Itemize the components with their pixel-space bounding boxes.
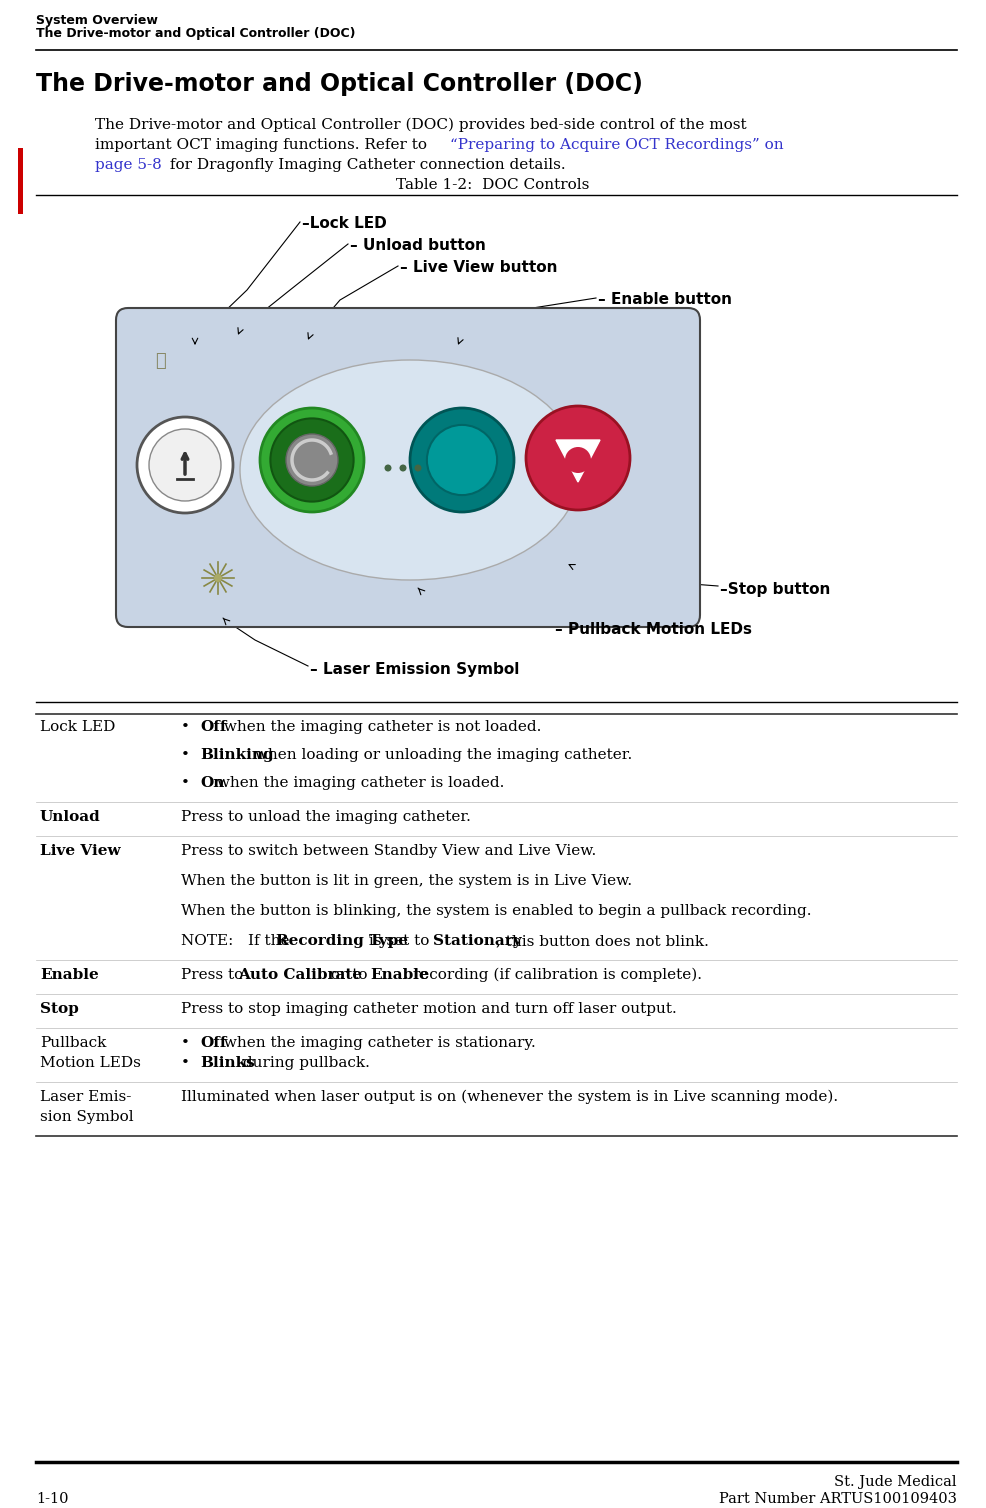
- Ellipse shape: [564, 446, 591, 474]
- Text: during pullback.: during pullback.: [238, 1056, 369, 1071]
- Text: Off: Off: [200, 1036, 226, 1050]
- Text: On: On: [200, 777, 224, 790]
- Text: 🔒: 🔒: [155, 351, 166, 369]
- Ellipse shape: [149, 428, 221, 501]
- Text: Press to stop imaging catheter motion and turn off laser output.: Press to stop imaging catheter motion an…: [180, 1001, 676, 1016]
- Text: –Stop button: –Stop button: [719, 582, 829, 597]
- Polygon shape: [555, 440, 599, 483]
- Text: Blinking: Blinking: [200, 748, 273, 762]
- Text: Live View: Live View: [284, 418, 336, 428]
- Text: – Enable button: – Enable button: [598, 293, 732, 308]
- Text: – Pullback Motion LEDs: – Pullback Motion LEDs: [554, 621, 751, 636]
- Text: Press to: Press to: [180, 968, 247, 982]
- Text: Auto Calibrate: Auto Calibrate: [238, 968, 362, 982]
- Text: or to: or to: [325, 968, 372, 982]
- Text: Illuminated when laser output is on (whenever the system is in Live scanning mod: Illuminated when laser output is on (whe…: [180, 1090, 837, 1104]
- Ellipse shape: [214, 575, 222, 582]
- Text: The Drive-motor and Optical Controller (DOC): The Drive-motor and Optical Controller (…: [35, 72, 642, 97]
- Text: Off: Off: [200, 719, 226, 734]
- Text: Lock LED: Lock LED: [40, 719, 115, 734]
- Text: •: •: [180, 719, 199, 734]
- Text: The Drive-motor and Optical Controller (DOC) provides bed-side control of the mo: The Drive-motor and Optical Controller (…: [95, 118, 745, 133]
- Text: •: •: [180, 1036, 199, 1050]
- Ellipse shape: [427, 425, 497, 495]
- Text: NOTE:   If the: NOTE: If the: [180, 933, 294, 949]
- Ellipse shape: [240, 360, 580, 581]
- Text: for Dragonfly Imaging Catheter connection details.: for Dragonfly Imaging Catheter connectio…: [165, 158, 565, 172]
- Text: Blinks: Blinks: [200, 1056, 254, 1071]
- Ellipse shape: [526, 406, 629, 510]
- Text: when the imaging catheter is not loaded.: when the imaging catheter is not loaded.: [219, 719, 540, 734]
- Text: 1-10: 1-10: [35, 1491, 68, 1506]
- Text: •: •: [180, 1056, 199, 1071]
- Text: Press to switch between Standby View and Live View.: Press to switch between Standby View and…: [180, 844, 596, 858]
- Text: •: •: [180, 748, 199, 762]
- Text: Recording Type: Recording Type: [275, 933, 407, 949]
- Text: Pullback: Pullback: [40, 1036, 106, 1050]
- Text: recording (if calibration is complete).: recording (if calibration is complete).: [407, 968, 701, 982]
- Text: , this button does not blink.: , this button does not blink.: [496, 933, 708, 949]
- Ellipse shape: [137, 418, 233, 513]
- Ellipse shape: [414, 464, 421, 472]
- Text: Stationary: Stationary: [433, 933, 521, 949]
- Text: when the imaging catheter is loaded.: when the imaging catheter is loaded.: [212, 777, 505, 790]
- Ellipse shape: [399, 464, 406, 472]
- Text: –Lock LED: –Lock LED: [302, 216, 387, 231]
- Text: Enable: Enable: [442, 415, 479, 425]
- Ellipse shape: [259, 409, 364, 513]
- Text: “Preparing to Acquire OCT Recordings” on: “Preparing to Acquire OCT Recordings” on: [450, 139, 783, 152]
- Text: Unload: Unload: [40, 810, 101, 823]
- Text: is set to: is set to: [363, 933, 434, 949]
- Text: when the imaging catheter is stationary.: when the imaging catheter is stationary.: [219, 1036, 535, 1050]
- Text: When the button is blinking, the system is enabled to begin a pullback recording: When the button is blinking, the system …: [180, 903, 810, 918]
- Text: Press to unload the imaging catheter.: Press to unload the imaging catheter.: [180, 810, 470, 823]
- Text: – Live View button: – Live View button: [399, 259, 557, 274]
- Text: •: •: [180, 777, 199, 790]
- Text: when loading or unloading the imaging catheter.: when loading or unloading the imaging ca…: [250, 748, 632, 762]
- Text: The Drive-motor and Optical Controller (DOC): The Drive-motor and Optical Controller (…: [35, 27, 355, 41]
- Text: Enable: Enable: [40, 968, 99, 982]
- Bar: [18, 148, 23, 214]
- Text: Part Number ARTUS100109403: Part Number ARTUS100109403: [718, 1491, 956, 1506]
- Text: System Overview: System Overview: [35, 14, 158, 27]
- Ellipse shape: [385, 464, 391, 472]
- Text: Motion LEDs: Motion LEDs: [40, 1056, 141, 1071]
- Text: Live View: Live View: [40, 844, 120, 858]
- Text: page 5-8: page 5-8: [95, 158, 162, 172]
- Ellipse shape: [286, 434, 337, 486]
- Text: Stop: Stop: [570, 418, 595, 428]
- Text: St. Jude Medical: St. Jude Medical: [833, 1475, 956, 1488]
- Text: Enable: Enable: [370, 968, 428, 982]
- Text: Laser Emis-: Laser Emis-: [40, 1090, 131, 1104]
- Text: important OCT imaging functions. Refer to: important OCT imaging functions. Refer t…: [95, 139, 432, 152]
- Text: sion Symbol: sion Symbol: [40, 1110, 133, 1123]
- Text: Stop: Stop: [40, 1001, 79, 1016]
- Text: – Laser Emission Symbol: – Laser Emission Symbol: [310, 662, 519, 677]
- Text: – Unload button: – Unload button: [350, 238, 485, 253]
- FancyBboxPatch shape: [116, 308, 699, 627]
- Ellipse shape: [409, 409, 514, 513]
- Text: When the button is lit in green, the system is in Live View.: When the button is lit in green, the sys…: [180, 875, 631, 888]
- Text: Table 1-2:  DOC Controls: Table 1-2: DOC Controls: [396, 178, 589, 192]
- Ellipse shape: [270, 418, 353, 502]
